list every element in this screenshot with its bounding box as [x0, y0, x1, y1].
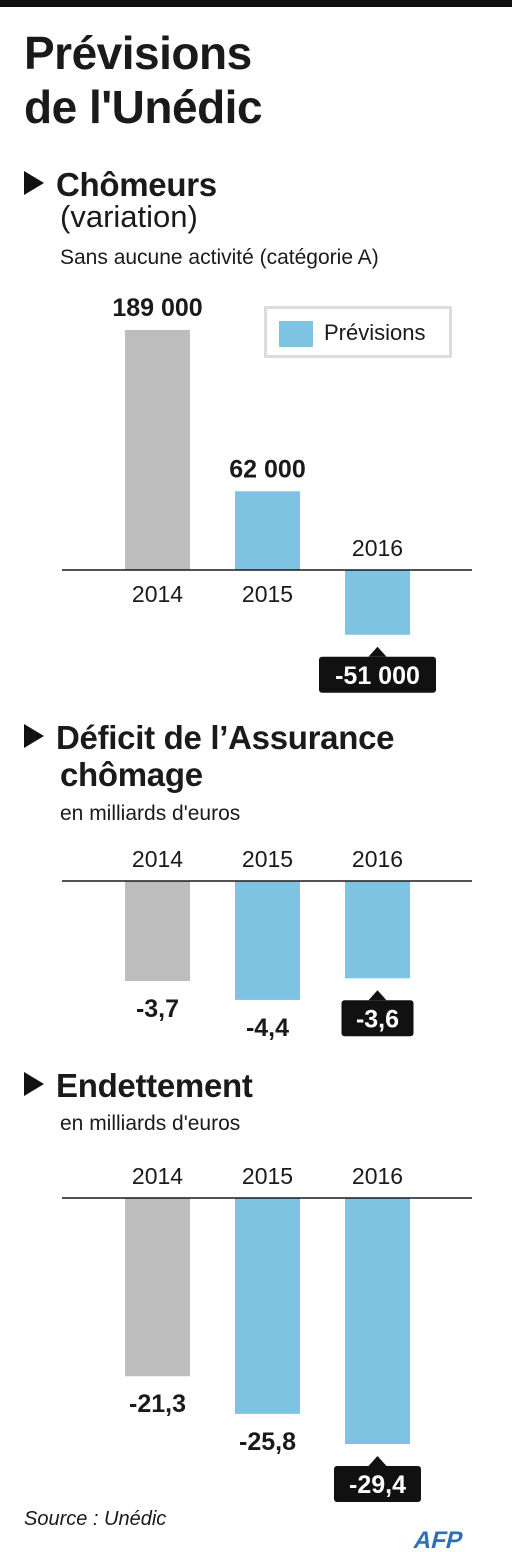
chomeurs-value-label: -51 000	[335, 662, 420, 690]
deficit-de-l-assurance-chomage-bar-2014	[125, 881, 190, 981]
chomeurs-value-callout: -51 000	[319, 646, 436, 693]
page-title-line-1: Prévisions	[24, 27, 252, 79]
chomeurs-category-label: 2015	[242, 581, 293, 607]
endettement-category-label: 2014	[132, 1163, 183, 1189]
endettement-value-label: -29,4	[349, 1471, 406, 1499]
chart-deficit: 2014 -3,7 2015 -4,4 2016 -3,6	[62, 846, 472, 1042]
legend-swatch-previsions	[279, 321, 313, 347]
chomeurs-value-label: 189 000	[112, 294, 202, 322]
deficit-de-l-assurance-chomage-value-label: -3,7	[136, 995, 179, 1023]
section-heading-text: Déficit de l’Assurance	[56, 719, 395, 756]
chomeurs-category-label: 2014	[132, 581, 183, 607]
chomeurs-bar-2015	[235, 491, 300, 570]
triangle-bullet-icon	[24, 171, 44, 195]
chomeurs-category-label: 2016	[352, 535, 403, 561]
deficit-de-l-assurance-chomage-category-label: 2015	[242, 846, 293, 872]
chomeurs-bar-2016	[345, 570, 410, 635]
top-rule	[0, 0, 512, 7]
page-title-line-2: de l'Unédic	[24, 81, 263, 133]
endettement-category-label: 2016	[352, 1163, 403, 1189]
endettement-bar-2015	[235, 1198, 300, 1414]
deficit-de-l-assurance-chomage-value-label: -4,4	[246, 1014, 289, 1042]
endettement-value-label: -25,8	[239, 1428, 296, 1456]
chart-endettement: 2014 -21,3 2015 -25,8 2016 -29,4	[62, 1163, 472, 1502]
endettement-bar-2016	[345, 1198, 410, 1444]
section-heading-chomeurs: Chômeurs	[24, 166, 217, 203]
page-title: Prévisions de l'Unédic	[24, 26, 263, 134]
endettement-bar-2014	[125, 1198, 190, 1377]
section-heading-extra: (variation)	[60, 199, 198, 234]
triangle-bullet-icon	[24, 724, 44, 748]
section-subtitle: Sans aucune activité (catégorie A)	[60, 246, 379, 269]
legend: Prévisions	[264, 306, 452, 358]
chart-chomeurs: 2014 189 000 2015 62 000 2016 -51 000	[62, 294, 472, 693]
legend-label: Prévisions	[324, 320, 426, 345]
afp-logo-text: AFP	[411, 1527, 466, 1552]
deficit-de-l-assurance-chomage-category-label: 2016	[352, 846, 403, 872]
chomeurs-value-label: 62 000	[229, 455, 305, 483]
endettement-value-label: -21,3	[129, 1390, 186, 1418]
deficit-de-l-assurance-chomage-value-callout: -3,6	[341, 990, 414, 1037]
afp-logo: AFP	[411, 1527, 466, 1552]
endettement-value-callout: -29,4	[334, 1456, 421, 1502]
section-subtitle: en milliards d'euros	[60, 1112, 241, 1135]
chomeurs-bar-2014	[125, 330, 190, 570]
section-heading-deficit: Déficit de l’Assurance chômage	[24, 719, 395, 793]
deficit-de-l-assurance-chomage-bar-2016	[345, 881, 410, 979]
section-heading-line-2: chômage	[60, 756, 203, 793]
source-note: Source : Unédic	[24, 1508, 167, 1530]
section-heading-text: Endettement	[56, 1067, 253, 1104]
endettement-category-label: 2015	[242, 1163, 293, 1189]
deficit-de-l-assurance-chomage-category-label: 2014	[132, 846, 183, 872]
deficit-de-l-assurance-chomage-bar-2015	[235, 881, 300, 1000]
section-heading-endettement: Endettement	[24, 1067, 253, 1104]
deficit-de-l-assurance-chomage-value-label: -3,6	[356, 1005, 399, 1033]
triangle-bullet-icon	[24, 1072, 44, 1096]
section-subtitle: en milliards d'euros	[60, 802, 241, 825]
section-heading-text: Chômeurs	[56, 166, 217, 203]
